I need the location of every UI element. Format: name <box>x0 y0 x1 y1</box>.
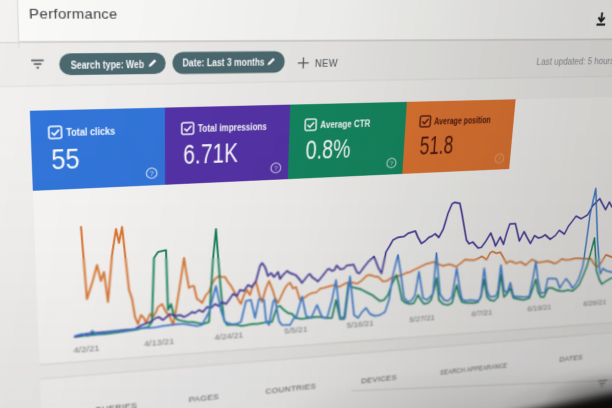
svg-text:Total impressions: Total impressions <box>198 122 267 134</box>
svg-text:Average position: Average position <box>434 116 491 127</box>
svg-text:Search type: Web: Search type: Web <box>71 59 145 71</box>
svg-text:55: 55 <box>51 143 80 177</box>
svg-text:?: ? <box>389 159 393 167</box>
svg-text:Performance: Performance <box>29 6 118 22</box>
svg-text:Last updated: 5 hours ago: Last updated: 5 hours ago <box>536 57 612 68</box>
svg-text:NEW: NEW <box>315 59 338 70</box>
svg-text:Date: Last 3 months: Date: Last 3 months <box>182 58 264 70</box>
svg-text:Total clicks: Total clicks <box>66 127 115 139</box>
svg-text:51.8: 51.8 <box>419 131 455 162</box>
svg-text:Average CTR: Average CTR <box>320 119 371 130</box>
svg-text:?: ? <box>149 169 153 178</box>
svg-text:6.71K: 6.71K <box>183 138 238 171</box>
svg-text:?: ? <box>274 164 278 172</box>
svg-text:0.8%: 0.8% <box>305 134 351 166</box>
svg-text:?: ? <box>497 155 501 163</box>
